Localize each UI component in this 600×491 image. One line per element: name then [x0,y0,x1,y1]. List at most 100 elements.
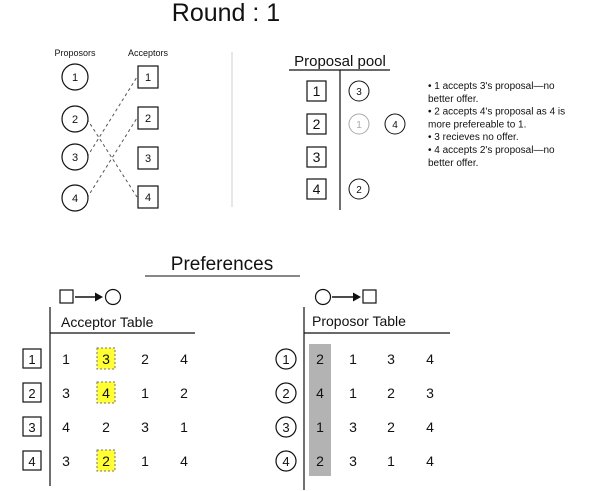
pool-acceptor-box [306,113,327,135]
proposor-pref-cell: 3 [349,419,357,435]
held-proposal-label: 2 [356,185,362,196]
shaded-proposal-column [309,344,331,476]
accepted-highlight [96,347,116,370]
acceptor-label: 4 [145,192,151,204]
acceptor-pref-cell: 1 [141,453,149,469]
proposor-label: 4 [72,193,78,205]
acceptor-row-box [22,348,42,369]
pool-title: Proposal pool [294,53,386,70]
proposor-node [61,143,89,171]
proposor-label: 3 [72,152,78,164]
accepted-highlight [96,449,116,472]
square-to-circle-icon [59,288,122,306]
acceptor-row-box [22,382,42,403]
proposor-pref-cell: 3 [349,453,357,469]
acceptor-node [137,106,159,130]
pool-acceptor-label: 1 [313,83,321,99]
acceptor-pref-cell: 2 [141,351,149,367]
acceptor-pref-cell: 3 [141,419,149,435]
pool-acceptor-label: 4 [313,181,321,197]
proposal-edge [86,76,138,158]
proposor-pref-cell: 2 [316,453,324,469]
pool-acceptor-box [306,178,327,200]
proposor-pref-cell: 4 [316,385,324,401]
proposor-row-circle [275,348,297,370]
acceptor-pref-cell: 3 [62,385,70,401]
held-proposal-circle [384,113,406,135]
proposor-node [61,184,89,212]
held-proposal-label: 4 [392,120,398,131]
proposor-pref-cell: 3 [387,351,395,367]
proposor-row-circle [275,450,297,472]
acceptor-table-title: Acceptor Table [61,314,154,330]
held-proposal-circle [348,80,370,102]
acceptor-row-box [22,450,42,471]
proposor-row-id: 2 [282,386,289,401]
acceptor-label: 3 [145,153,151,165]
rejected-proposal-label: 1 [356,120,362,131]
acceptor-pref-cell: 1 [62,351,70,367]
acceptor-pref-cell: 2 [180,385,188,401]
note-line: • 4 accepts 2's proposal—no [428,145,555,156]
preferences-title: Preferences [171,254,273,275]
proposor-node [61,63,89,91]
note-line: • 3 recieves no offer. [428,132,519,143]
acceptor-pref-cell: 2 [102,453,110,469]
note-line: • 2 accepts 4's proposal as 4 is [428,107,565,118]
acceptor-row-id: 2 [28,386,35,401]
acceptor-pref-cell: 1 [180,419,188,435]
acceptor-node [137,146,159,170]
acceptor-pref-cell: 4 [180,351,188,367]
note-line: more prefereable to 1. [428,119,526,130]
proposor-pref-cell: 1 [349,351,357,367]
note-line: better offer. [428,94,478,105]
proposor-pref-cell: 2 [316,351,324,367]
acceptor-row-id: 1 [28,352,35,367]
explanation-notes: • 1 accepts 3's proposal—no better offer.… [428,81,565,169]
proposor-pref-cell: 2 [387,419,395,435]
acceptor-node [137,185,159,209]
pool-acceptor-label: 2 [313,116,321,132]
proposor-table: Proposor Table 1 2 1 3 4 2 4 1 2 3 3 1 3 2 4 4 2 3 1 4 [275,288,450,490]
accepted-highlight [96,381,116,404]
proposors-label: Proposors [54,48,96,58]
acceptor-row-id: 3 [28,420,35,435]
pool-acceptor-box [306,80,327,102]
acceptor-node [137,65,159,89]
note-line: • 1 accepts 3's proposal—no [428,81,555,92]
proposor-label: 1 [72,72,78,84]
rejected-proposal-circle [348,113,370,135]
proposor-pref-cell: 4 [426,453,434,469]
pool-acceptor-label: 3 [313,149,321,165]
proposor-pref-cell: 1 [349,385,357,401]
proposor-pref-cell: 1 [316,419,324,435]
note-line: better offer. [428,158,478,169]
acceptor-pref-cell: 4 [180,453,188,469]
acceptor-pref-cell: 4 [62,419,70,435]
held-proposal-circle [348,178,370,200]
circle-to-square-icon [314,288,377,306]
proposor-row-id: 4 [282,454,289,469]
proposor-pref-cell: 4 [426,351,434,367]
acceptor-pref-cell: 4 [102,385,110,401]
acceptor-pref-cell: 1 [141,385,149,401]
proposor-pref-cell: 4 [426,419,434,435]
proposor-pref-cell: 1 [387,453,395,469]
acceptor-pref-cell: 3 [102,351,110,367]
matching-panel: Proposors Acceptors 1 2 3 4 1 2 3 4 [54,48,169,212]
proposor-row-id: 3 [282,420,289,435]
proposor-table-title: Proposor Table [312,313,406,329]
acceptor-row-id: 4 [28,454,35,469]
proposor-row-circle [275,416,297,438]
proposor-row-id: 1 [282,352,289,367]
acceptor-pref-cell: 3 [62,453,70,469]
proposal-pool: Proposal pool 1 3 2 1 4 3 4 2 [289,53,406,210]
proposal-edge [86,117,138,199]
acceptors-label: Acceptors [128,48,169,58]
acceptor-pref-cell: 2 [102,419,110,435]
proposor-node [61,105,89,133]
proposor-pref-cell: 3 [426,385,434,401]
acceptor-row-box [22,416,42,437]
proposor-row-circle [275,382,297,404]
